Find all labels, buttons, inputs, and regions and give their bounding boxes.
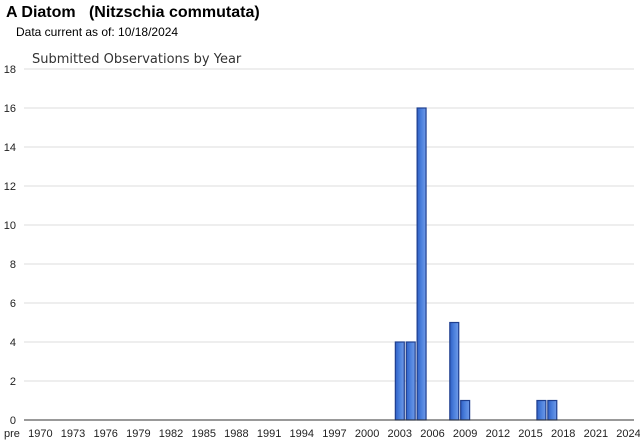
bar-2017 [547,399,558,421]
x-tick-label: 2015 [518,428,542,440]
bar-2009 [460,399,471,421]
y-axis-labels: 0 2 4 6 8 10 12 14 16 18 [4,64,16,427]
x-tick-label: 2003 [388,428,412,440]
bar-2008 [449,321,460,421]
x-tick-label: 2009 [453,428,477,440]
x-tick-label: 2006 [420,428,444,440]
x-axis-labels: pre 1970 1973 1976 1979 1982 1985 1988 1991 1994 1… [4,428,640,440]
y-tick-label: 10 [4,220,16,232]
x-tick-label: 1982 [159,428,183,440]
x-tick-label: 2018 [551,428,575,440]
y-tick-label: 14 [4,142,16,154]
x-tick-label: 1991 [257,428,281,440]
y-tick-label: 2 [10,376,16,388]
grid-lines [24,68,634,382]
x-tick-label: pre [4,428,20,440]
y-tick-label: 0 [10,415,16,427]
bar-2016 [536,399,547,421]
x-tick-label: 1976 [93,428,117,440]
chart-title: Submitted Observations by Year [32,52,242,67]
x-tick-label: 1970 [28,428,52,440]
bar-2004 [405,341,416,421]
y-tick-label: 8 [10,259,16,271]
page-title: A Diatom (Nitzschia commutata) [6,4,260,21]
x-tick-label: 1973 [61,428,85,440]
data-date-subtitle: Data current as of: 10/18/2024 [16,25,179,39]
x-tick-label: 2012 [486,428,510,440]
y-tick-label: 18 [4,64,16,76]
x-tick-label: 1997 [322,428,346,440]
x-tick-label: 1985 [191,428,215,440]
x-tick-label: 2021 [584,428,608,440]
y-tick-label: 12 [4,181,16,193]
bar-2005 [416,107,427,421]
bar-2003 [394,341,405,421]
y-tick-label: 4 [10,337,16,349]
x-tick-label: 1979 [126,428,150,440]
y-tick-label: 6 [10,298,16,310]
x-tick-label: 2000 [355,428,379,440]
x-tick-label: 1994 [290,428,314,440]
x-tick-label: 1988 [224,428,248,440]
x-tick-label: 2024 [616,428,640,440]
y-tick-label: 16 [4,103,16,115]
